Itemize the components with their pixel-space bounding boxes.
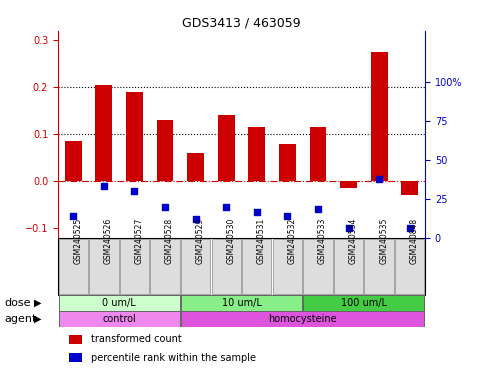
Point xyxy=(161,204,169,210)
Point xyxy=(314,206,322,212)
Text: GSM240525: GSM240525 xyxy=(73,217,82,263)
Text: GSM240529: GSM240529 xyxy=(196,217,205,263)
Title: GDS3413 / 463059: GDS3413 / 463059 xyxy=(182,17,301,30)
Text: GSM240533: GSM240533 xyxy=(318,217,327,264)
Bar xyxy=(310,127,327,181)
Text: GSM240532: GSM240532 xyxy=(287,217,297,263)
Text: ▶: ▶ xyxy=(34,298,42,308)
Text: GSM240526: GSM240526 xyxy=(104,217,113,263)
Point xyxy=(284,214,291,220)
Bar xyxy=(371,52,387,181)
FancyBboxPatch shape xyxy=(365,239,394,294)
FancyBboxPatch shape xyxy=(395,239,425,294)
Text: GSM240535: GSM240535 xyxy=(379,217,388,264)
Point xyxy=(253,209,261,215)
Bar xyxy=(340,181,357,188)
Text: GSM240848: GSM240848 xyxy=(410,217,419,263)
Point xyxy=(192,216,199,222)
Text: 0 um/L: 0 um/L xyxy=(102,298,136,308)
Text: 100 um/L: 100 um/L xyxy=(341,298,387,308)
Bar xyxy=(303,295,425,311)
Text: GSM240530: GSM240530 xyxy=(226,217,235,264)
Text: control: control xyxy=(102,314,136,324)
Bar xyxy=(248,127,265,181)
Bar xyxy=(181,295,302,311)
Bar xyxy=(218,115,235,181)
Bar xyxy=(279,144,296,181)
Text: percentile rank within the sample: percentile rank within the sample xyxy=(91,353,256,363)
FancyBboxPatch shape xyxy=(89,239,118,294)
Text: dose: dose xyxy=(5,298,31,308)
Text: GSM240527: GSM240527 xyxy=(134,217,143,263)
Text: 10 um/L: 10 um/L xyxy=(222,298,261,308)
Point xyxy=(375,176,383,182)
Bar xyxy=(65,141,82,181)
Text: GSM240534: GSM240534 xyxy=(349,217,357,264)
FancyBboxPatch shape xyxy=(150,239,180,294)
FancyBboxPatch shape xyxy=(242,239,271,294)
FancyBboxPatch shape xyxy=(181,239,210,294)
Bar xyxy=(69,353,82,362)
Text: transformed count: transformed count xyxy=(91,334,182,344)
Text: ▶: ▶ xyxy=(34,314,42,324)
Bar xyxy=(126,92,143,181)
Bar xyxy=(58,311,180,327)
Text: GSM240531: GSM240531 xyxy=(257,217,266,263)
Bar xyxy=(401,181,418,195)
Point xyxy=(100,183,108,189)
Bar xyxy=(69,334,82,344)
Bar xyxy=(156,120,173,181)
Point xyxy=(222,204,230,210)
FancyBboxPatch shape xyxy=(303,239,333,294)
Text: agent: agent xyxy=(5,314,37,324)
Point xyxy=(70,214,77,220)
FancyBboxPatch shape xyxy=(212,239,241,294)
FancyBboxPatch shape xyxy=(58,239,88,294)
Text: homocysteine: homocysteine xyxy=(269,314,337,324)
Point xyxy=(345,225,353,231)
Bar xyxy=(96,85,112,181)
FancyBboxPatch shape xyxy=(334,239,363,294)
Point xyxy=(406,225,413,231)
Bar xyxy=(187,153,204,181)
Bar xyxy=(58,295,180,311)
FancyBboxPatch shape xyxy=(120,239,149,294)
Text: GSM240528: GSM240528 xyxy=(165,217,174,263)
FancyBboxPatch shape xyxy=(273,239,302,294)
Point xyxy=(130,187,138,194)
Bar xyxy=(181,311,425,327)
